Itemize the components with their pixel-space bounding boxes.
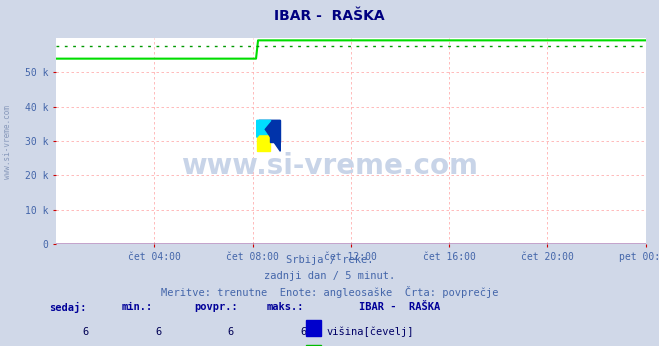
Text: www.si-vreme.com: www.si-vreme.com [181, 152, 478, 180]
Text: 6: 6 [228, 327, 234, 337]
Text: zadnji dan / 5 minut.: zadnji dan / 5 minut. [264, 271, 395, 281]
Text: sedaj:: sedaj: [49, 302, 87, 313]
Text: 6: 6 [83, 327, 89, 337]
Text: www.si-vreme.com: www.si-vreme.com [3, 105, 13, 179]
Text: višina[čevelj]: višina[čevelj] [326, 327, 414, 337]
Text: min.:: min.: [122, 302, 153, 312]
Text: 6: 6 [156, 327, 161, 337]
Text: povpr.:: povpr.: [194, 302, 238, 312]
Text: maks.:: maks.: [267, 302, 304, 312]
Text: Srbija / reke.: Srbija / reke. [286, 255, 373, 265]
Text: IBAR -  RAŠKA: IBAR - RAŠKA [359, 302, 440, 312]
Text: 6: 6 [301, 327, 306, 337]
Text: IBAR -  RAŠKA: IBAR - RAŠKA [274, 9, 385, 22]
Text: Meritve: trenutne  Enote: angleosaške  Črta: povprečje: Meritve: trenutne Enote: angleosaške Črt… [161, 286, 498, 298]
